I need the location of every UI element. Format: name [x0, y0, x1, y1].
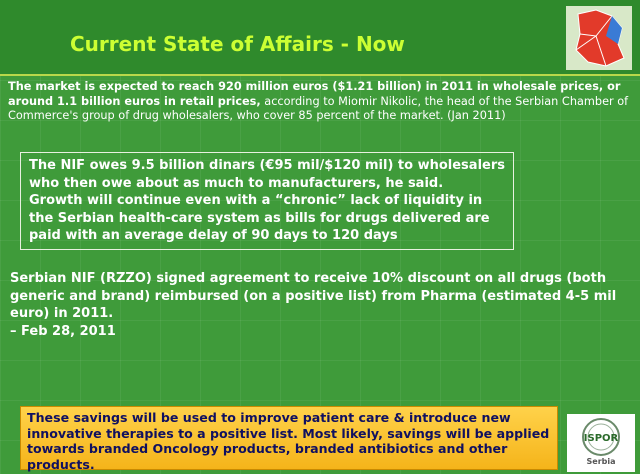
agreement-date: – Feb 28, 2011 [10, 323, 116, 339]
agreement: Serbian NIF (RZZO) signed agreement to r… [10, 270, 630, 340]
title-band [0, 0, 640, 76]
quote-line: Growth will continue even with a “chroni… [29, 193, 490, 243]
map-icon [566, 6, 632, 70]
slide-title: Current State of Affairs - Now [70, 32, 405, 56]
quote-line: The NIF owes 9.5 billion dinars (€95 mil… [29, 158, 505, 191]
logo-emblem: ISPOR [582, 418, 620, 456]
savings-box: These savings will be used to improve pa… [20, 406, 558, 472]
logo: ISPOR Serbia [567, 414, 635, 472]
logo-name: ISPOR [584, 433, 619, 444]
agreement-text: Serbian NIF (RZZO) signed agreement to r… [10, 271, 617, 321]
intro-normal: according to Miomir Nikolic, the head of… [8, 94, 629, 123]
logo-region: Serbia [586, 457, 616, 466]
quote-box: The NIF owes 9.5 billion dinars (€95 mil… [20, 152, 514, 250]
intro-paragraph: The market is expected to reach 920 mill… [8, 80, 634, 124]
intro-bold: The market is expected to reach 920 mill… [8, 80, 621, 108]
